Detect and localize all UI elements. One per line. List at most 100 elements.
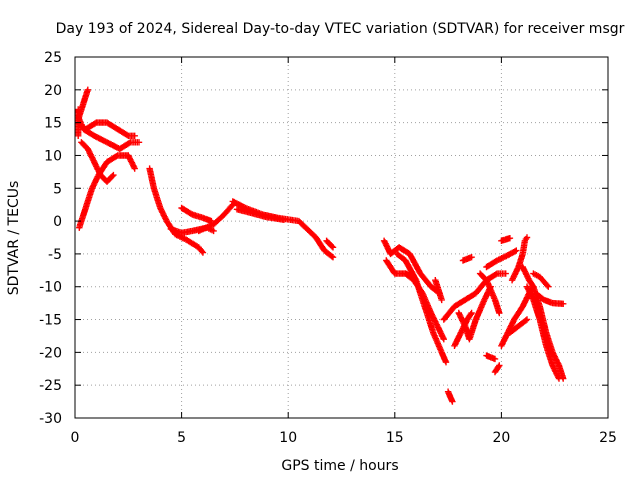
data-point-markers: [402, 270, 416, 283]
grid-lines: [75, 57, 608, 418]
data-point-markers: [451, 297, 467, 310]
data-point-markers: [536, 273, 552, 290]
x-axis-label: GPS time / hours: [281, 458, 398, 474]
series-arc-17: [432, 277, 445, 304]
series-arc-10: [229, 198, 337, 261]
data-point-markers: [472, 298, 487, 323]
data-point-markers: [199, 214, 215, 225]
data-point-markers: [103, 119, 120, 132]
data-point-markers: [125, 152, 138, 172]
data-point-markers: [419, 290, 434, 315]
data-point-markers: [515, 316, 531, 330]
data-point-markers: [295, 217, 318, 240]
data-point-markers: [127, 139, 143, 146]
y-tick-label: -20: [39, 345, 62, 361]
data-point-markers: [530, 270, 542, 280]
data-point-markers: [511, 304, 526, 323]
x-tick-label: 5: [177, 430, 186, 446]
data-point-markers: [150, 185, 163, 210]
series-arc-16: [402, 270, 447, 343]
data-point-markers: [549, 299, 567, 307]
series-arc-31: [519, 263, 567, 382]
data-point-markers: [536, 316, 549, 348]
data-point-markers: [421, 303, 436, 335]
data-point-markers: [103, 171, 117, 185]
y-tick-label: -5: [48, 247, 62, 263]
x-tick-label: 25: [599, 430, 617, 446]
data-point-markers: [182, 236, 201, 250]
series-arc-12: [323, 237, 337, 251]
data-point-markers: [432, 277, 445, 304]
data-point-markers: [491, 296, 503, 317]
data-point-markers: [440, 304, 457, 323]
data-point-markers: [455, 309, 468, 328]
data-point-markers: [195, 244, 207, 256]
data-point-markers: [498, 235, 514, 244]
data-point-markers: [248, 210, 269, 220]
data-point-markers: [506, 323, 521, 336]
data-point-markers: [525, 277, 536, 289]
y-tick-label: 10: [44, 148, 62, 164]
data-point-markers: [508, 265, 521, 284]
x-tick-label: 0: [71, 430, 80, 446]
series-arc-11: [233, 206, 288, 223]
y-tick-label: -10: [39, 280, 62, 296]
x-tick-label: 15: [386, 430, 404, 446]
data-point-markers: [483, 277, 498, 302]
series-arc-4: [78, 139, 117, 185]
data-point-markers: [410, 277, 425, 296]
series-arc-22: [459, 254, 475, 264]
data-point-markers: [393, 250, 408, 263]
data-point-markers: [172, 231, 188, 242]
y-tick-label: -15: [39, 313, 62, 329]
y-tick-label: 15: [44, 116, 62, 132]
series-arc-30: [506, 316, 531, 336]
data-point-markers: [88, 173, 101, 192]
series-arc-18: [444, 388, 456, 405]
data-point-markers: [434, 322, 447, 343]
y-tick-label: 25: [44, 50, 62, 66]
data-point-markers: [229, 198, 248, 211]
series-arc-34: [532, 290, 567, 307]
data-point-markers: [406, 250, 423, 276]
data-point-markers: [195, 221, 216, 235]
data-point-markers: [483, 352, 499, 363]
y-tick-label: -25: [39, 378, 62, 394]
y-tick-label: 20: [44, 83, 62, 99]
data-point-markers: [536, 303, 549, 335]
y-tick-label: 5: [53, 181, 62, 197]
data-point-markers: [476, 270, 489, 283]
chart-title: Day 193 of 2024, Sidereal Day-to-day VTE…: [56, 21, 625, 37]
data-point-markers: [555, 362, 567, 382]
data-point-markers: [444, 388, 456, 405]
data-point-markers: [504, 247, 520, 259]
data-point-markers: [114, 126, 131, 139]
data-point-markers: [462, 290, 478, 304]
data-point-markers: [323, 237, 337, 251]
series-arc-1: [76, 152, 138, 231]
data-point-markers: [459, 254, 475, 264]
y-tick-label: -30: [39, 411, 62, 427]
data-point-markers: [493, 252, 510, 264]
data-point-markers: [383, 257, 398, 276]
series-arc-9: [195, 201, 236, 235]
data-point-markers: [491, 362, 503, 376]
data-point-markers: [76, 206, 89, 231]
series-arc-23: [476, 270, 503, 317]
data-point-markers: [493, 270, 509, 277]
x-tick-label: 10: [279, 430, 297, 446]
data-point-markers: [521, 234, 531, 244]
data-point-markers: [532, 290, 546, 303]
y-axis-label: SDTVAR / TECUs: [6, 181, 22, 296]
series-arc-6: [146, 165, 207, 256]
data-point-markers: [116, 139, 133, 153]
data-point-markers: [80, 86, 91, 107]
data-point-markers: [146, 165, 157, 190]
series-arc-25: [483, 352, 499, 363]
data-point-markers: [395, 244, 412, 257]
data-point-markers: [438, 349, 450, 366]
data-point-markers: [472, 278, 489, 297]
data-point-markers: [82, 186, 95, 212]
data-point-markers: [483, 258, 499, 271]
y-tick-label: 0: [53, 214, 62, 230]
